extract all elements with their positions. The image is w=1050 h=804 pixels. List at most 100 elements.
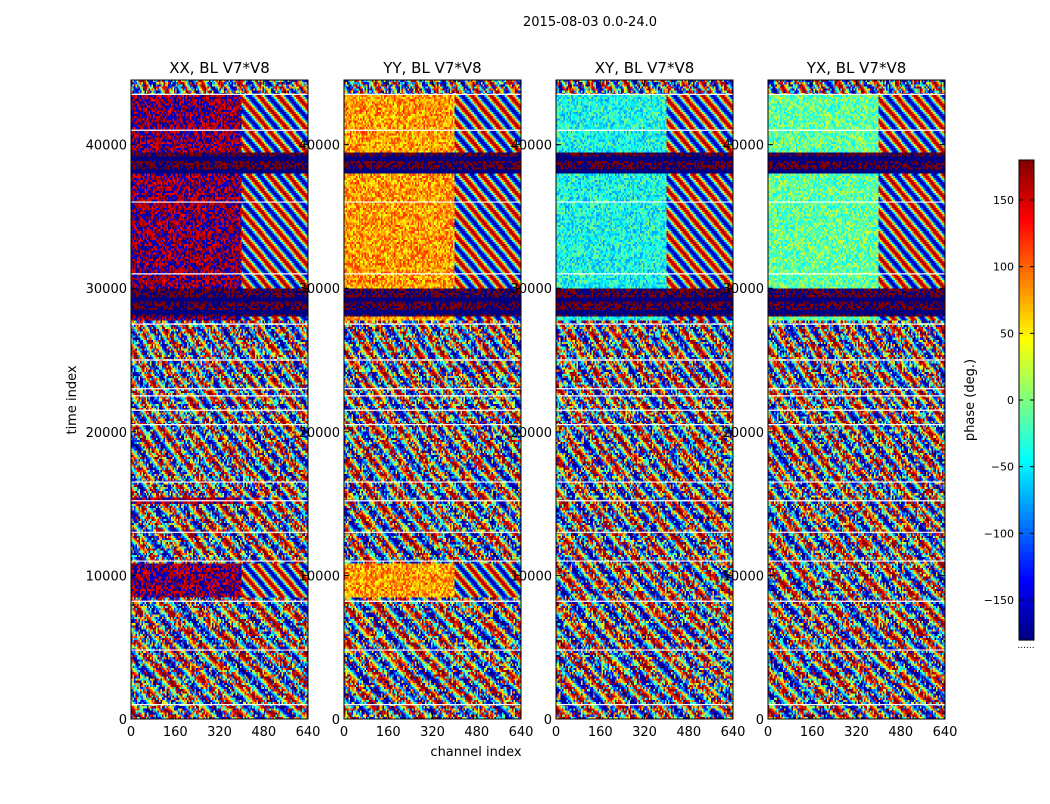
colorbar-segment xyxy=(1019,492,1034,497)
colorbar-segment xyxy=(1019,440,1034,445)
colorbar-segment xyxy=(1019,556,1034,561)
colorbar-segment xyxy=(1019,260,1034,265)
x-tick-label: 640 xyxy=(933,725,958,740)
x-tick-label: 0 xyxy=(764,725,772,740)
colorbar-segment xyxy=(1019,248,1034,253)
colorbar-segment xyxy=(1019,252,1034,257)
colorbar-segment xyxy=(1019,364,1034,369)
y-tick-label: 0 xyxy=(119,713,127,728)
panel-title: XY, BL V7*V8 xyxy=(595,59,695,77)
colorbar-segment xyxy=(1019,624,1034,629)
colorbar-segment xyxy=(1019,236,1034,241)
colorbar-segment xyxy=(1019,276,1034,281)
colorbar-segment xyxy=(1019,576,1034,581)
y-tick-label: 10000 xyxy=(723,569,764,584)
x-tick-label: 320 xyxy=(420,725,445,740)
colorbar-segment xyxy=(1019,460,1034,465)
colorbar-segment xyxy=(1019,456,1034,461)
y-tick-label: 20000 xyxy=(723,426,764,441)
colorbar-segment xyxy=(1019,420,1034,425)
colorbar-segment xyxy=(1019,528,1034,533)
x-tick-label: 640 xyxy=(296,725,321,740)
x-tick-label: 0 xyxy=(340,725,348,740)
colorbar-segment xyxy=(1019,300,1034,305)
colorbar-tick-label: −150 xyxy=(984,594,1014,607)
colorbar-segment xyxy=(1019,292,1034,297)
colorbar-segment xyxy=(1019,316,1034,321)
colorbar-segment xyxy=(1019,388,1034,393)
colorbar-segment xyxy=(1019,228,1034,233)
colorbar-segment xyxy=(1019,512,1034,517)
colorbar-segment xyxy=(1019,220,1034,225)
colorbar-segment xyxy=(1019,552,1034,557)
colorbar-tick-label: 150 xyxy=(993,194,1014,207)
y-tick-label: 40000 xyxy=(299,139,340,154)
colorbar-segment xyxy=(1019,256,1034,261)
colorbar-segment xyxy=(1019,172,1034,177)
colorbar-segment xyxy=(1019,536,1034,541)
colorbar-segment xyxy=(1019,560,1034,565)
panels: XX, BL V7*V8 0 160 320 480 640 0 10000 20000 3000… xyxy=(86,59,958,740)
colorbar-segment xyxy=(1019,372,1034,377)
y-tick-label: 30000 xyxy=(299,282,340,297)
colorbar-segment xyxy=(1019,280,1034,285)
panel-title: XX, BL V7*V8 xyxy=(169,59,270,77)
colorbar-segment xyxy=(1019,600,1034,605)
colorbar-segment xyxy=(1019,616,1034,621)
colorbar-segment xyxy=(1019,564,1034,569)
colorbar-tick-label: 50 xyxy=(1000,327,1014,340)
colorbar-tick-label: −100 xyxy=(984,527,1014,540)
y-tick-label: 0 xyxy=(544,713,552,728)
y-tick-label: 30000 xyxy=(511,282,552,297)
colorbar-segment xyxy=(1019,304,1034,309)
x-tick-label: 480 xyxy=(464,725,489,740)
y-tick-label: 20000 xyxy=(299,426,340,441)
colorbar-segment xyxy=(1019,312,1034,317)
colorbar-segment xyxy=(1019,468,1034,473)
y-tick-label: 40000 xyxy=(86,139,127,154)
colorbar-segment xyxy=(1019,200,1034,205)
y-tick-label: 0 xyxy=(332,713,340,728)
colorbar-segment xyxy=(1019,408,1034,413)
colorbar-segment xyxy=(1019,544,1034,549)
colorbar-segment xyxy=(1019,588,1034,593)
colorbar-segment xyxy=(1019,196,1034,201)
colorbar-segment xyxy=(1019,348,1034,353)
colorbar-segment xyxy=(1019,496,1034,501)
colorbar-segment xyxy=(1019,320,1034,325)
colorbar-segment xyxy=(1019,612,1034,617)
colorbar-segment xyxy=(1019,424,1034,429)
x-tick-label: 160 xyxy=(163,725,188,740)
colorbar-segment xyxy=(1019,416,1034,421)
x-tick-label: 320 xyxy=(207,725,232,740)
y-tick-label: 0 xyxy=(756,713,764,728)
colorbar-segment xyxy=(1019,160,1034,165)
colorbar-segment xyxy=(1019,384,1034,389)
x-tick-label: 480 xyxy=(676,725,701,740)
colorbar-segment xyxy=(1019,500,1034,505)
colorbar-segment xyxy=(1019,380,1034,385)
colorbar-segment xyxy=(1019,192,1034,197)
y-tick-label: 10000 xyxy=(299,569,340,584)
colorbar-segment xyxy=(1019,448,1034,453)
x-tick-label: 160 xyxy=(800,725,825,740)
suptitle: 2015-08-03 0.0-24.0 xyxy=(523,15,657,30)
x-tick-label: 640 xyxy=(721,725,746,740)
colorbar-tick-label: 0 xyxy=(1007,394,1014,407)
panel-title: YX, BL V7*V8 xyxy=(806,59,907,77)
colorbar-segment xyxy=(1019,476,1034,481)
heatmap-image xyxy=(768,80,945,719)
colorbar-segment xyxy=(1019,344,1034,349)
colorbar-segment xyxy=(1019,204,1034,209)
y-tick-label: 40000 xyxy=(723,139,764,154)
colorbar-segment xyxy=(1019,328,1034,333)
colorbar-segment xyxy=(1019,628,1034,633)
colorbar-segment xyxy=(1019,584,1034,589)
panel-0: XX, BL V7*V8 0 160 320 480 640 0 10000 20000 3000… xyxy=(86,59,321,740)
colorbar-segment xyxy=(1019,580,1034,585)
x-tick-label: 320 xyxy=(844,725,869,740)
colorbar-segment xyxy=(1019,412,1034,417)
y-tick-label: 10000 xyxy=(511,569,552,584)
y-axis-label: time index xyxy=(65,365,80,434)
colorbar-extra-label: ...... xyxy=(1017,641,1034,651)
